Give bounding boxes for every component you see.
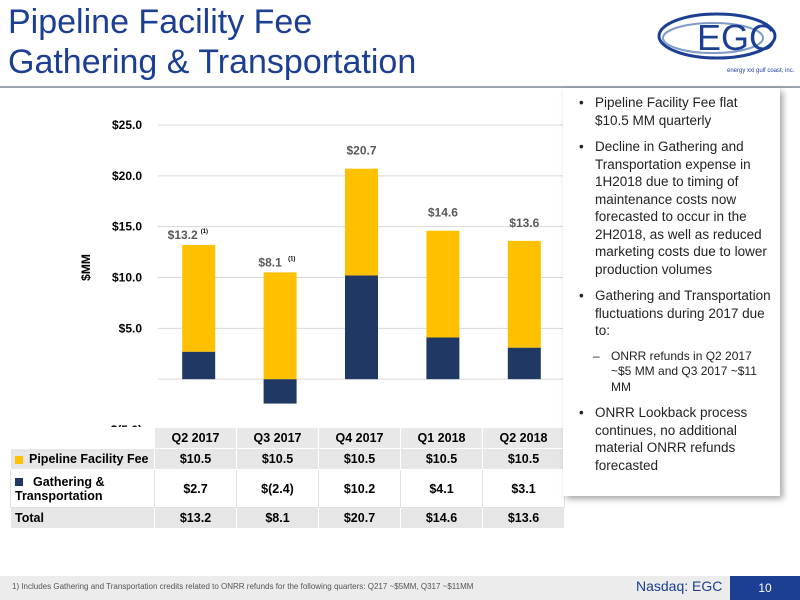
page-title: Pipeline Facility Fee Gathering & Transp… — [8, 2, 568, 82]
data-label: $13.2 — [168, 228, 198, 242]
legend-swatch-navy — [15, 478, 23, 487]
bar-segment-gathering — [507, 347, 541, 380]
bar-segment-gathering — [182, 351, 216, 380]
title-divider — [0, 86, 800, 88]
stacked-bar-chart: $(5.0)$5.0$10.0$15.0$20.0$25.0$MM$13.2(1… — [79, 118, 565, 435]
legend-entry-pipeline-fee: Pipeline Facility Fee — [10, 448, 155, 470]
y-tick-label: $25.0 — [112, 118, 142, 132]
bar-segment-pipeline-fee — [182, 244, 216, 352]
data-label: $20.7 — [346, 144, 376, 158]
y-tick-label: $10.0 — [112, 271, 142, 285]
table-cell: $2.7 — [154, 469, 237, 508]
bar-segment-pipeline-fee — [263, 272, 297, 380]
table-cell: $20.7 — [318, 507, 401, 529]
title-line-1: Pipeline Facility Fee — [8, 3, 313, 41]
row-label: Pipeline Facility Fee — [29, 452, 149, 466]
data-table: Q2 2017 Q3 2017 Q4 2017 Q1 2018 Q2 2018 … — [10, 427, 565, 529]
logo-text: EGC — [697, 17, 775, 58]
table-cell: $10.5 — [154, 448, 237, 470]
legend-entry-gathering: Gathering & Transportation — [10, 469, 155, 508]
bar-segment-pipeline-fee — [426, 230, 460, 338]
table-cell: $(2.4) — [236, 469, 319, 508]
table-cell: $14.6 — [400, 507, 483, 529]
ticker-label: Nasdaq: EGC — [636, 578, 723, 594]
table-cell: $13.2 — [154, 507, 237, 529]
table-col-header: Q4 2017 — [318, 427, 401, 449]
logo-tagline: energy xxi gulf coast, inc. — [727, 68, 795, 74]
table-cell: $4.1 — [400, 469, 483, 508]
table-col-header: Q3 2017 — [236, 427, 319, 449]
table-cell: $10.5 — [318, 448, 401, 470]
bar-segment-pipeline-fee — [345, 168, 378, 276]
bar-segment-gathering — [345, 275, 378, 380]
footnote: 1) Includes Gathering and Transportation… — [12, 582, 474, 591]
sub-bullet-item: ONRR refunds in Q2 2017 ~$5 MM and Q3 20… — [577, 349, 772, 396]
table-cell: $10.2 — [318, 469, 401, 508]
data-label: $14.6 — [428, 206, 458, 220]
page-number: 10 — [730, 576, 800, 600]
table-col-header: Q1 2018 — [400, 427, 483, 449]
table-corner — [10, 427, 155, 449]
table-col-header: Q2 2017 — [154, 427, 237, 449]
data-label: $8.1 — [258, 255, 282, 269]
y-tick-label: $15.0 — [112, 220, 142, 234]
data-label: $13.6 — [509, 216, 539, 230]
title-line-2: Gathering & Transportation — [8, 43, 417, 81]
commentary-panel: Pipeline Facility Fee flat $10.5 MM quar… — [563, 88, 780, 496]
table-cell: $10.5 — [482, 448, 565, 470]
y-axis-label: $MM — [79, 254, 93, 281]
bullet-item: Decline in Gathering and Transportation … — [577, 138, 772, 278]
footnote-marker: (1) — [288, 256, 295, 262]
table-header-row: Q2 2017 Q3 2017 Q4 2017 Q1 2018 Q2 2018 — [10, 427, 565, 449]
table-col-header: Q2 2018 — [482, 427, 565, 449]
table-cell: $8.1 — [236, 507, 319, 529]
row-label: Total — [10, 507, 155, 529]
bar-segment-gathering — [426, 337, 460, 380]
legend-swatch-gold — [15, 455, 23, 464]
table-row-pipeline-fee: Pipeline Facility Fee $10.5 $10.5 $10.5 … — [10, 448, 565, 470]
y-tick-label: $20.0 — [112, 169, 142, 183]
table-row-total: Total $13.2 $8.1 $20.7 $14.6 $13.6 — [10, 507, 565, 529]
bullet-item: ONRR Lookback process continues, no addi… — [577, 404, 772, 474]
bullet-item: Gathering and Transportation fluctuation… — [577, 287, 772, 340]
table-cell: $13.6 — [482, 507, 565, 529]
bar-segment-gathering — [263, 379, 297, 404]
y-tick-label: $5.0 — [119, 321, 143, 335]
footer-bar: 1) Includes Gathering and Transportation… — [0, 576, 800, 600]
table-cell: $3.1 — [482, 469, 565, 508]
table-cell: $10.5 — [236, 448, 319, 470]
table-row-gathering: Gathering & Transportation $2.7 $(2.4) $… — [10, 469, 565, 508]
bullet-item: Pipeline Facility Fee flat $10.5 MM quar… — [577, 94, 772, 129]
row-label: Gathering & Transportation — [15, 474, 105, 503]
footnote-marker: (1) — [201, 229, 208, 235]
table-cell: $10.5 — [400, 448, 483, 470]
bar-segment-pipeline-fee — [507, 240, 541, 348]
egc-logo: EGC energy xxi gulf coast, inc. — [657, 12, 795, 74]
